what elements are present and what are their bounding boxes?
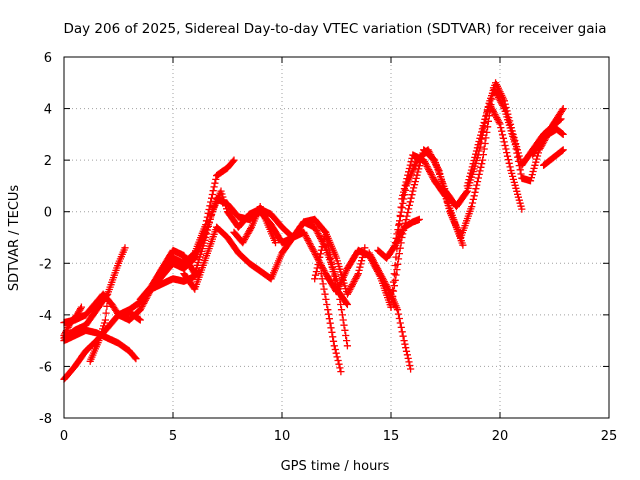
x-tick-label: 25	[601, 429, 618, 444]
data-points	[60, 79, 567, 383]
y-tick-label: 6	[44, 51, 52, 66]
series-track-12	[317, 270, 345, 376]
x-tick-label: 15	[383, 429, 400, 444]
series-track-11	[230, 203, 280, 247]
data-marker-trace	[529, 105, 567, 159]
series-track-10	[180, 218, 351, 350]
series-track-20	[529, 105, 567, 159]
series-track-17	[374, 215, 423, 262]
data-marker-trace	[317, 270, 345, 376]
data-marker-trace	[180, 218, 351, 350]
data-marker-trace	[387, 99, 526, 311]
y-tick-label: -2	[39, 257, 52, 272]
y-tick-label: -4	[39, 309, 52, 324]
y-tick-label: 2	[44, 154, 52, 169]
y-tick-label: 4	[44, 103, 52, 118]
series-track-19	[540, 146, 567, 169]
x-tick-label: 5	[169, 429, 177, 444]
y-tick-label: -8	[39, 412, 52, 427]
data-marker-trace	[540, 146, 567, 169]
x-tick-label: 0	[60, 429, 68, 444]
chart-title: Day 206 of 2025, Sidereal Day-to-day VTE…	[63, 21, 606, 37]
plot-frame	[63, 56, 610, 419]
series-track-13	[311, 228, 369, 298]
y-tick-label: -6	[39, 360, 52, 375]
y-tick-label: 0	[44, 206, 52, 221]
series-track-6	[86, 295, 112, 365]
data-marker-trace	[136, 187, 351, 309]
series-track-8	[136, 187, 351, 309]
x-tick-label: 10	[274, 429, 291, 444]
series-track-15	[387, 99, 526, 311]
data-marker-trace	[230, 203, 280, 247]
axis-ticks: 0 5 10 15 20 25 -8 -6 -4 -2 0 2 4 6	[39, 51, 617, 444]
y-axis-label: SDTVAR / TECUs	[7, 185, 22, 292]
x-axis-label: GPS time / hours	[281, 459, 390, 474]
data-marker-trace	[86, 295, 112, 365]
x-tick-label: 20	[492, 429, 509, 444]
data-marker-trace	[374, 215, 423, 262]
data-marker-trace	[311, 228, 369, 298]
